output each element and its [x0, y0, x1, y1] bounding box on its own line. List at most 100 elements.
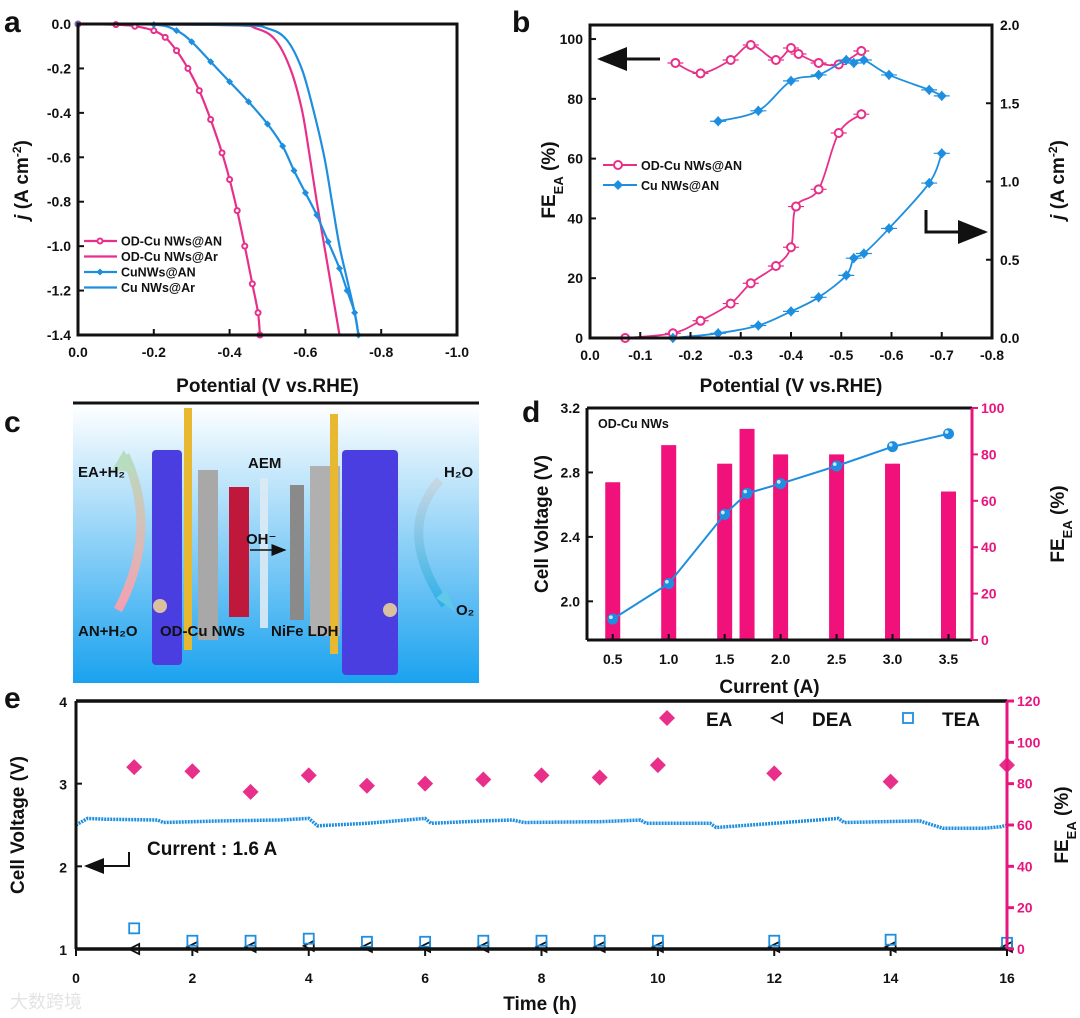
data-point: [833, 127, 844, 138]
data-point: [695, 315, 706, 326]
y-right-tick-label: 40: [1017, 858, 1033, 874]
label-aem: AEM: [248, 455, 281, 472]
y-left-axis-label: Cell Voltage (V): [8, 756, 29, 894]
y-tick-label: 0.0: [52, 16, 72, 32]
series-line-Cu NWs@AN: [717, 58, 943, 123]
panel-b-chart: 0 20 40 60 80 100 0.0 0.5 1.0 1.5 2.0 0.0 -0.1 -0.2 -0…: [539, 17, 1069, 397]
y-left-tick-label: 3.2: [561, 400, 581, 416]
data-point-TEA: [477, 934, 490, 947]
x-axis-label: Potential (V vs.RHE): [176, 376, 359, 397]
unit-close: ): [12, 140, 33, 146]
y-left-tick-label: 2: [59, 859, 67, 875]
j-symbol: j: [1048, 214, 1069, 223]
y-left-tick-label: 1: [59, 942, 67, 958]
voltage-point-highlight: [720, 510, 725, 515]
unit-text: (A cm: [1048, 157, 1069, 214]
data-point: [745, 40, 756, 51]
y-tick-label: -0.4: [47, 105, 71, 121]
y-right-tick-label: 0: [981, 632, 989, 648]
data-point: [813, 292, 824, 303]
fe-subscript: EA: [1060, 520, 1075, 539]
data-point-TEA: [128, 922, 141, 935]
voltage-point: [775, 478, 787, 490]
legend-label: OD-Cu NWs@AN: [121, 235, 222, 249]
legend-label: CuNWs@AN: [121, 266, 196, 280]
data-point: [670, 57, 681, 68]
data-point: [786, 242, 796, 253]
legend-marker: [96, 237, 104, 245]
right-flow-arrow: [414, 476, 449, 608]
data-point-TEA: [302, 932, 315, 945]
data-point: [336, 264, 344, 272]
data-point: [248, 280, 256, 288]
voltage-point: [942, 428, 954, 440]
label-od-cu-nws: OD-Cu NWs: [160, 623, 245, 640]
voltage-trace: [75, 816, 1008, 831]
data-point-EA: [533, 767, 550, 784]
y-right-tick-label: 100: [981, 400, 1005, 416]
data-point: [745, 278, 756, 289]
y-right-tick-label: 2.0: [1000, 17, 1020, 33]
data-point-TEA: [768, 934, 781, 947]
fe-bar: [773, 454, 789, 640]
y-right-tick-label: 120: [1017, 693, 1041, 709]
y-left-axis-label: Cell Voltage (V): [532, 455, 553, 593]
data-point: [924, 84, 935, 95]
y-left-tick-label: 3: [59, 777, 67, 793]
x-tick-label: 16: [999, 970, 1015, 986]
data-point: [883, 223, 894, 234]
data-point-TEA: [419, 935, 432, 948]
fe-bar: [739, 428, 755, 640]
y-left-tick-label: 0: [575, 330, 583, 346]
y-right-tick-label: 0.5: [1000, 252, 1020, 268]
data-point: [858, 248, 869, 259]
plot-frame: [76, 22, 459, 337]
y-left-tick-label: 20: [567, 270, 583, 286]
data-point: [883, 69, 894, 80]
data-point-EA: [300, 767, 317, 784]
panel-label-d: d: [522, 396, 540, 429]
y-right-tick-label: 80: [981, 446, 997, 462]
x-tick-label: -0.2: [142, 344, 166, 360]
data-point: [207, 58, 215, 66]
x-tick-label: 1.0: [659, 651, 679, 667]
x-tick-label: -0.5: [829, 347, 853, 363]
legend-label: OD-Cu NWs@AN: [641, 159, 742, 173]
x-tick-label: -0.2: [678, 347, 702, 363]
legend-label: OD-Cu NWs@Ar: [121, 250, 218, 264]
data-point-TEA: [535, 934, 548, 947]
x-tick-label: 6: [421, 970, 429, 986]
fe-bar: [940, 491, 956, 640]
panel-label-e: e: [4, 682, 21, 715]
data-point: [161, 33, 169, 41]
y-right-axis-label: FEEA (%): [1052, 786, 1079, 863]
percent-text: (%): [1052, 786, 1073, 821]
y-tick-label: -0.2: [47, 60, 71, 76]
series-line-OD-Cu NWs@AN: [675, 44, 862, 75]
fe-text: FE: [539, 194, 560, 218]
legend-label: DEA: [812, 710, 852, 731]
series-line-OD-Cu NWs@Ar: [77, 22, 341, 336]
x-tick-label: 2: [188, 970, 196, 986]
data-point: [856, 109, 867, 120]
y-tick-label: -1.2: [47, 283, 71, 299]
x-tick-label: 3.0: [883, 651, 903, 667]
x-tick-label: -0.6: [293, 344, 317, 360]
fe-bar: [829, 454, 845, 640]
data-point: [695, 68, 706, 79]
y-left-tick-label: 2.0: [561, 593, 581, 609]
data-point: [848, 253, 859, 264]
data-point: [313, 211, 321, 219]
x-tick-label: 12: [766, 970, 782, 986]
voltage-point-highlight: [609, 615, 613, 620]
data-point: [936, 90, 947, 101]
series-line-OD-Cu NWs@AN: [77, 22, 262, 336]
y-left-tick-label: 2.4: [561, 529, 581, 545]
legend-marker-TEA: [902, 712, 914, 724]
data-point: [207, 116, 215, 124]
fe-bar: [661, 445, 677, 640]
right-bolt: [383, 603, 397, 617]
x-axis-label: Current (A): [719, 677, 819, 698]
